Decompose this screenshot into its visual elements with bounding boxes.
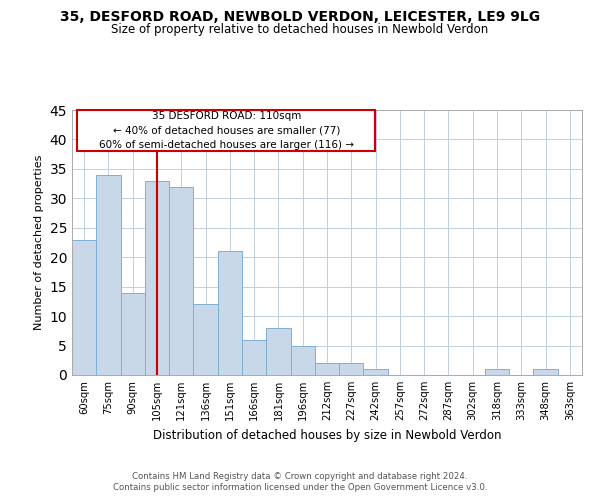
Bar <box>485 369 509 375</box>
Bar <box>533 369 558 375</box>
Bar <box>290 346 315 375</box>
Text: Contains public sector information licensed under the Open Government Licence v3: Contains public sector information licen… <box>113 484 487 492</box>
Bar <box>121 292 145 375</box>
Bar <box>315 363 339 375</box>
Bar <box>169 186 193 375</box>
Text: 35, DESFORD ROAD, NEWBOLD VERDON, LEICESTER, LE9 9LG: 35, DESFORD ROAD, NEWBOLD VERDON, LEICES… <box>60 10 540 24</box>
Bar <box>145 180 169 375</box>
Bar <box>339 363 364 375</box>
X-axis label: Distribution of detached houses by size in Newbold Verdon: Distribution of detached houses by size … <box>153 428 501 442</box>
Bar <box>193 304 218 375</box>
Bar <box>72 240 96 375</box>
Bar <box>364 369 388 375</box>
Bar <box>96 175 121 375</box>
Y-axis label: Number of detached properties: Number of detached properties <box>34 155 44 330</box>
Bar <box>218 252 242 375</box>
FancyBboxPatch shape <box>77 110 376 151</box>
Bar <box>266 328 290 375</box>
Bar <box>242 340 266 375</box>
Text: Contains HM Land Registry data © Crown copyright and database right 2024.: Contains HM Land Registry data © Crown c… <box>132 472 468 481</box>
Text: 35 DESFORD ROAD: 110sqm
← 40% of detached houses are smaller (77)
60% of semi-de: 35 DESFORD ROAD: 110sqm ← 40% of detache… <box>99 111 354 150</box>
Text: Size of property relative to detached houses in Newbold Verdon: Size of property relative to detached ho… <box>112 22 488 36</box>
